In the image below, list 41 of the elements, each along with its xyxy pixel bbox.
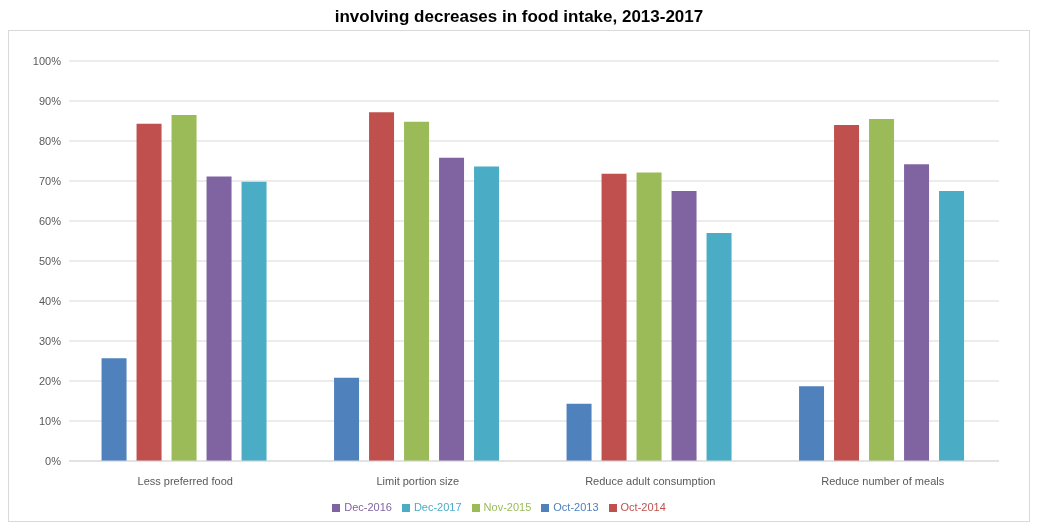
y-tick-label: 30% [38, 334, 62, 347]
y-tick-label: 80% [38, 134, 62, 147]
bar [136, 123, 162, 461]
bar [904, 164, 930, 461]
chart-title: involving decreases in food intake, 2013-2017 [333, 7, 705, 28]
bar [671, 191, 697, 461]
legend-label: Nov-2015 [483, 501, 532, 513]
bar [799, 386, 825, 461]
x-tick-label: Less preferred food [137, 474, 233, 487]
bar [834, 125, 860, 461]
x-tick-label: Reduce number of meals [821, 474, 945, 487]
legend-label: Oct-2014 [620, 501, 666, 513]
bar [474, 166, 500, 461]
bar [241, 181, 267, 461]
y-tick-label: 0% [45, 454, 62, 467]
y-tick-label: 60% [38, 214, 62, 227]
bar [706, 233, 732, 461]
y-tick-label: 70% [38, 174, 62, 187]
bar [171, 115, 197, 461]
bar [404, 121, 430, 461]
bar [206, 176, 232, 461]
bar [566, 403, 592, 461]
y-tick-label: 40% [38, 294, 62, 307]
y-tick-label: 50% [38, 254, 62, 267]
y-tick-label: 10% [38, 414, 62, 427]
bar [101, 358, 127, 461]
bar [869, 119, 895, 461]
bar [636, 172, 662, 461]
x-tick-label: Reduce adult consumption [585, 474, 716, 487]
legend-label: Oct-2013 [553, 501, 599, 513]
bar [334, 377, 360, 461]
bar [439, 157, 465, 461]
bar [369, 112, 395, 461]
bar [601, 173, 627, 461]
y-tick-label: 20% [38, 374, 62, 387]
y-tick-label: 100% [32, 54, 62, 67]
bar [939, 191, 965, 461]
x-tick-label: Limit portion size [376, 474, 460, 487]
legend-label: Dec-2017 [413, 501, 462, 513]
legend-label: Dec-2016 [344, 501, 392, 513]
y-tick-label: 90% [38, 94, 62, 107]
